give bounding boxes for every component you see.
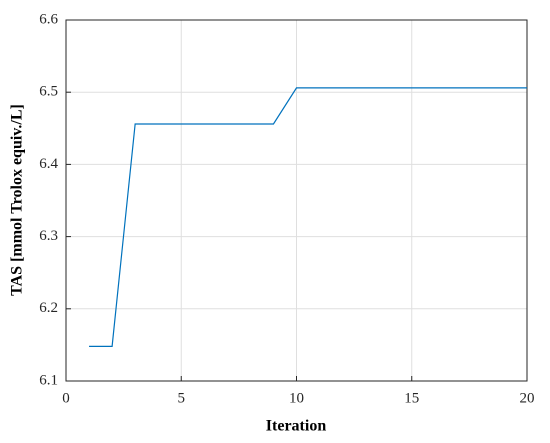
y-axis-label: TAS [mmol Trolox equiv./L] (9, 104, 26, 296)
y-tick-label: 6.5 (39, 84, 58, 100)
x-tick-label: 0 (62, 390, 70, 406)
y-tick-label: 6.2 (39, 300, 58, 316)
x-tick-label: 10 (289, 390, 304, 406)
x-tick-label: 20 (520, 390, 535, 406)
x-tick-label: 5 (178, 390, 186, 406)
x-tick-label: 15 (404, 390, 419, 406)
line (89, 87, 527, 347)
y-tick-label: 6.3 (39, 228, 58, 244)
x-axis-label: Iteration (266, 418, 327, 435)
y-tick-label: 6.6 (39, 11, 58, 27)
y-tick-label: 6.1 (39, 372, 58, 388)
plot-frame (65, 19, 528, 382)
y-tick-label: 6.4 (39, 156, 58, 172)
